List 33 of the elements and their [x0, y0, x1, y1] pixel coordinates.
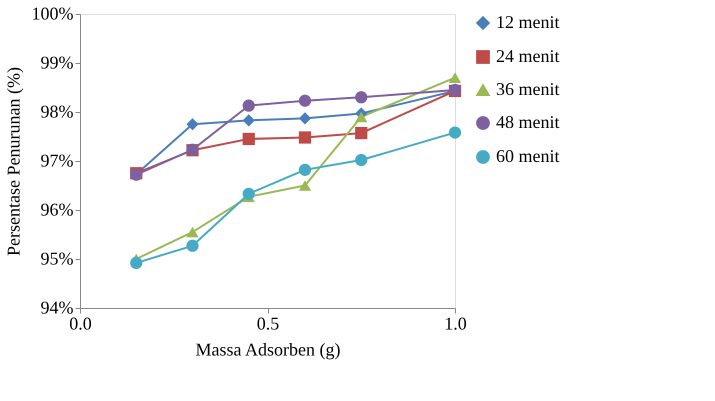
x-axis-title: Massa Adsorben (g) [196, 340, 340, 360]
legend-label: 12 menit [496, 12, 560, 32]
point [298, 180, 312, 191]
x-tick-label: 1.0 [444, 314, 467, 334]
point [355, 91, 368, 104]
point [186, 240, 199, 252]
point [242, 114, 255, 126]
point [298, 94, 312, 107]
point [242, 188, 255, 200]
point [242, 100, 255, 112]
point [298, 164, 312, 176]
point [242, 132, 255, 146]
legend-label: 36 menit [496, 79, 560, 99]
point [186, 226, 199, 238]
y-tick-label: 100% [32, 4, 74, 24]
y-axis-title: Persentase Penurunan (%) [4, 67, 24, 256]
point [355, 126, 368, 140]
legend-label: 24 menit [496, 46, 560, 66]
y-tick-label: 96% [40, 200, 74, 220]
point [298, 131, 312, 144]
legend-label: 60 menit [496, 146, 560, 166]
point [355, 112, 368, 122]
y-tick-label: 97% [40, 150, 74, 170]
legend-label: 48 menit [496, 112, 560, 132]
y-tick-label: 99% [40, 52, 74, 72]
point [186, 118, 199, 130]
y-tick-label: 98% [40, 102, 74, 122]
x-tick-label: 0.5 [256, 314, 280, 334]
y-tick-label: 95% [40, 248, 74, 268]
point [355, 154, 368, 166]
point [448, 126, 462, 139]
point [298, 112, 312, 124]
point [448, 72, 462, 84]
